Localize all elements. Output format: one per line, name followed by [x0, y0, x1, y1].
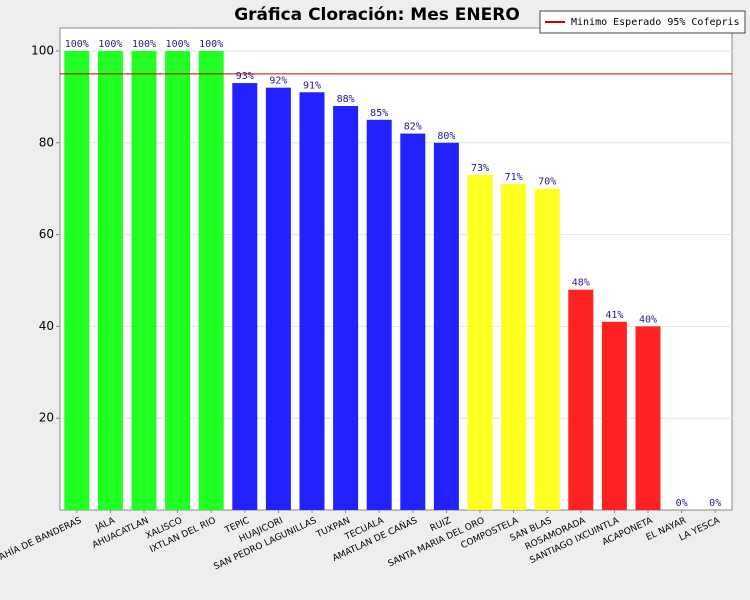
legend-label: Minimo Esperado 95% Cofepris — [571, 17, 740, 28]
bar — [165, 50, 191, 510]
value-label: 82% — [404, 122, 422, 133]
bar — [534, 188, 560, 510]
plot-area — [59, 27, 733, 511]
bar — [97, 50, 123, 510]
bar — [400, 133, 426, 511]
bar — [265, 87, 291, 510]
value-label: 100% — [65, 39, 89, 50]
value-label: 70% — [538, 177, 556, 188]
value-label: 80% — [437, 131, 455, 142]
y-tick-label: 80 — [39, 135, 54, 149]
bar — [601, 321, 627, 510]
bar — [131, 50, 157, 510]
y-tick-label: 60 — [39, 227, 54, 241]
value-label: 88% — [337, 94, 355, 105]
value-label: 100% — [98, 39, 122, 50]
bar — [568, 289, 594, 510]
value-label: 48% — [572, 278, 590, 289]
bar — [433, 142, 459, 510]
value-label: 100% — [132, 39, 156, 50]
bar — [198, 50, 224, 510]
value-label: 0% — [676, 498, 688, 509]
bar — [64, 50, 90, 510]
chart-title: Gráfica Cloración: Mes ENERO — [234, 5, 520, 25]
value-label: 73% — [471, 163, 489, 174]
value-label: 100% — [166, 39, 190, 50]
legend-box — [539, 10, 746, 34]
value-label: 0% — [709, 498, 721, 509]
bar — [501, 184, 527, 511]
bar — [299, 92, 325, 511]
value-label: 41% — [605, 310, 623, 321]
value-label: 71% — [505, 172, 523, 183]
value-label: 40% — [639, 314, 657, 325]
value-label: 93% — [236, 71, 254, 82]
value-label: 100% — [199, 39, 223, 50]
value-label: 85% — [370, 108, 388, 119]
bar — [366, 119, 392, 511]
bar — [333, 106, 359, 511]
value-label: 91% — [303, 80, 321, 91]
y-tick-label: 40 — [39, 319, 54, 333]
y-tick-label: 100 — [31, 43, 54, 57]
y-tick-label: 20 — [39, 411, 54, 425]
bar — [467, 174, 493, 510]
bar — [635, 326, 661, 510]
bar — [232, 83, 258, 510]
value-label: 92% — [269, 76, 287, 87]
